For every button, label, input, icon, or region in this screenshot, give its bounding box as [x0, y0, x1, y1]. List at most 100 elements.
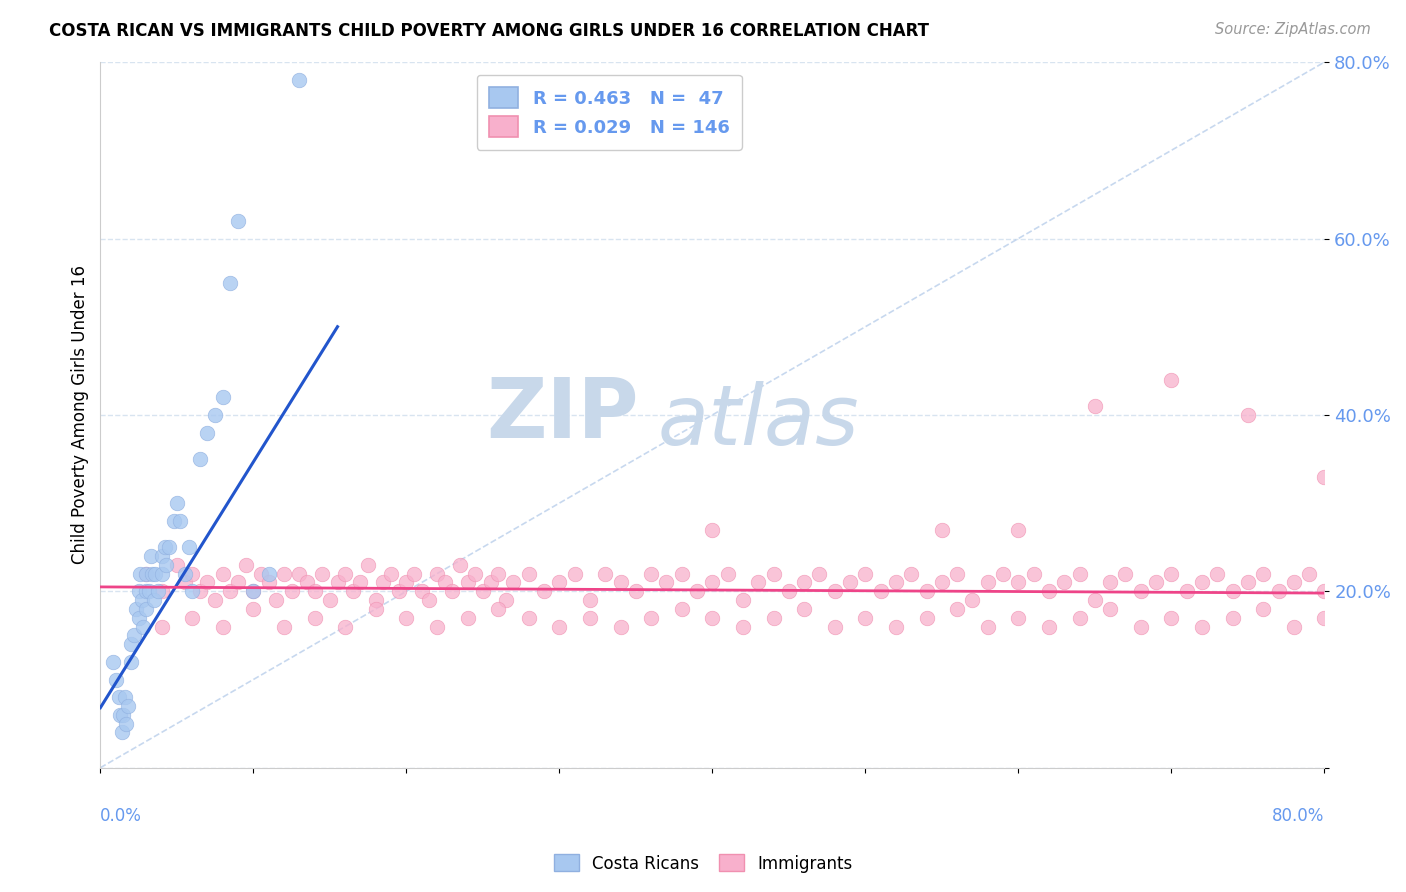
Point: [731, 593, 754, 607]
Point: [824, 619, 846, 633]
Point: [839, 575, 862, 590]
Point: [349, 575, 371, 590]
Point: [219, 276, 242, 290]
Point: [1206, 566, 1229, 581]
Point: [373, 575, 395, 590]
Point: [502, 575, 524, 590]
Point: [395, 611, 418, 625]
Point: [747, 575, 769, 590]
Point: [1038, 619, 1060, 633]
Point: [304, 611, 326, 625]
Point: [288, 72, 311, 87]
Point: [824, 584, 846, 599]
Point: [471, 584, 494, 599]
Point: [915, 584, 938, 599]
Point: [388, 584, 411, 599]
Point: [548, 619, 571, 633]
Point: [977, 575, 1000, 590]
Point: [273, 619, 295, 633]
Point: [104, 673, 127, 687]
Point: [762, 566, 785, 581]
Point: [148, 584, 170, 599]
Point: [702, 611, 724, 625]
Point: [946, 566, 969, 581]
Point: [242, 584, 264, 599]
Point: [173, 566, 195, 581]
Legend: Costa Ricans, Immigrants: Costa Ricans, Immigrants: [547, 847, 859, 880]
Point: [1160, 566, 1182, 581]
Point: [1282, 575, 1305, 590]
Point: [155, 558, 177, 572]
Text: Source: ZipAtlas.com: Source: ZipAtlas.com: [1215, 22, 1371, 37]
Point: [110, 707, 132, 722]
Point: [1160, 373, 1182, 387]
Point: [671, 566, 693, 581]
Point: [138, 584, 160, 599]
Point: [131, 593, 153, 607]
Point: [197, 575, 219, 590]
Point: [579, 593, 602, 607]
Point: [441, 584, 464, 599]
Point: [686, 584, 709, 599]
Point: [609, 619, 631, 633]
Point: [122, 628, 145, 642]
Point: [517, 611, 540, 625]
Point: [257, 566, 280, 581]
Point: [609, 575, 631, 590]
Point: [1282, 619, 1305, 633]
Point: [266, 593, 288, 607]
Point: [946, 602, 969, 616]
Point: [853, 611, 876, 625]
Point: [273, 566, 295, 581]
Point: [411, 584, 433, 599]
Point: [931, 575, 953, 590]
Point: [163, 514, 186, 528]
Point: [1267, 584, 1289, 599]
Point: [135, 602, 157, 616]
Point: [1038, 584, 1060, 599]
Point: [111, 725, 134, 739]
Point: [226, 214, 249, 228]
Point: [1313, 611, 1336, 625]
Point: [1084, 593, 1107, 607]
Point: [1222, 611, 1244, 625]
Point: [188, 584, 211, 599]
Point: [884, 619, 907, 633]
Point: [702, 575, 724, 590]
Point: [169, 514, 191, 528]
Point: [991, 566, 1014, 581]
Point: [793, 602, 815, 616]
Point: [1191, 619, 1213, 633]
Point: [319, 593, 342, 607]
Point: [495, 593, 517, 607]
Point: [153, 540, 176, 554]
Point: [107, 690, 129, 705]
Point: [869, 584, 891, 599]
Point: [1237, 408, 1260, 422]
Point: [479, 575, 502, 590]
Point: [177, 540, 200, 554]
Point: [295, 575, 318, 590]
Point: [112, 707, 135, 722]
Point: [1007, 575, 1029, 590]
Point: [211, 390, 233, 404]
Point: [135, 566, 157, 581]
Point: [132, 619, 155, 633]
Point: [235, 558, 257, 572]
Point: [900, 566, 922, 581]
Point: [364, 602, 387, 616]
Point: [364, 593, 387, 607]
Point: [1237, 575, 1260, 590]
Text: atlas: atlas: [657, 382, 859, 462]
Point: [135, 566, 157, 581]
Point: [640, 566, 662, 581]
Point: [640, 611, 662, 625]
Point: [142, 593, 165, 607]
Point: [671, 602, 693, 616]
Point: [449, 558, 471, 572]
Point: [655, 575, 678, 590]
Point: [1053, 575, 1076, 590]
Point: [117, 698, 139, 713]
Point: [457, 611, 479, 625]
Point: [333, 566, 356, 581]
